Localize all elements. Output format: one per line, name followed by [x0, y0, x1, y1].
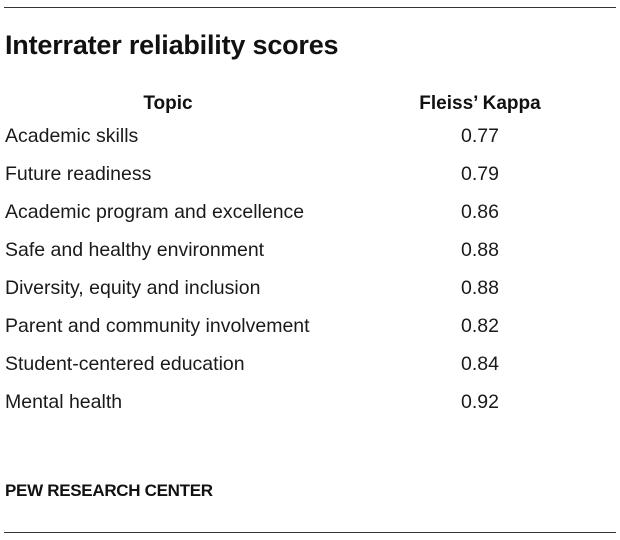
kappa-cell: 0.84	[461, 353, 499, 375]
topic-cell: Safe and healthy environment	[5, 239, 265, 261]
topic-cell: Student-centered education	[5, 353, 245, 375]
table-row: Mental health 0.92	[0, 386, 620, 424]
kappa-cell: 0.88	[461, 277, 499, 299]
table-row: Student-centered education 0.84	[0, 348, 620, 386]
topic-cell: Future readiness	[5, 163, 152, 185]
topic-cell: Academic program and excellence	[5, 201, 305, 223]
kappa-cell: 0.86	[461, 201, 499, 223]
table-header-row: Topic Fleiss’ Kappa	[0, 92, 620, 120]
table-row: Safe and healthy environment 0.88	[0, 234, 620, 272]
topic-cell: Parent and community involvement	[5, 315, 310, 337]
table-row: Academic skills 0.77	[0, 120, 620, 158]
table-row: Academic program and excellence 0.86	[0, 196, 620, 234]
reliability-table: Topic Fleiss’ Kappa Academic skills 0.77 F…	[0, 92, 620, 424]
table-row: Parent and community involvement 0.82	[0, 310, 620, 348]
kappa-cell: 0.82	[461, 315, 499, 337]
kappa-cell: 0.79	[461, 163, 499, 185]
bottom-rule	[4, 532, 616, 533]
column-header-kappa: Fleiss’ Kappa	[419, 93, 541, 114]
column-header-topic: Topic	[143, 93, 193, 114]
table-body: Academic skills 0.77 Future readiness 0.79 A…	[0, 120, 620, 424]
topic-cell: Mental health	[5, 391, 123, 413]
top-rule	[4, 7, 616, 8]
table-row: Diversity, equity and inclusion 0.88	[0, 272, 620, 310]
kappa-cell: 0.77	[461, 125, 499, 147]
kappa-cell: 0.92	[461, 391, 499, 413]
topic-cell: Academic skills	[5, 125, 139, 147]
kappa-cell: 0.88	[461, 239, 499, 261]
table-row: Future readiness 0.79	[0, 158, 620, 196]
source-note: PEW RESEARCH CENTER	[5, 481, 213, 500]
topic-cell: Diversity, equity and inclusion	[5, 277, 261, 299]
chart-title: Interrater reliability scores	[5, 30, 339, 60]
